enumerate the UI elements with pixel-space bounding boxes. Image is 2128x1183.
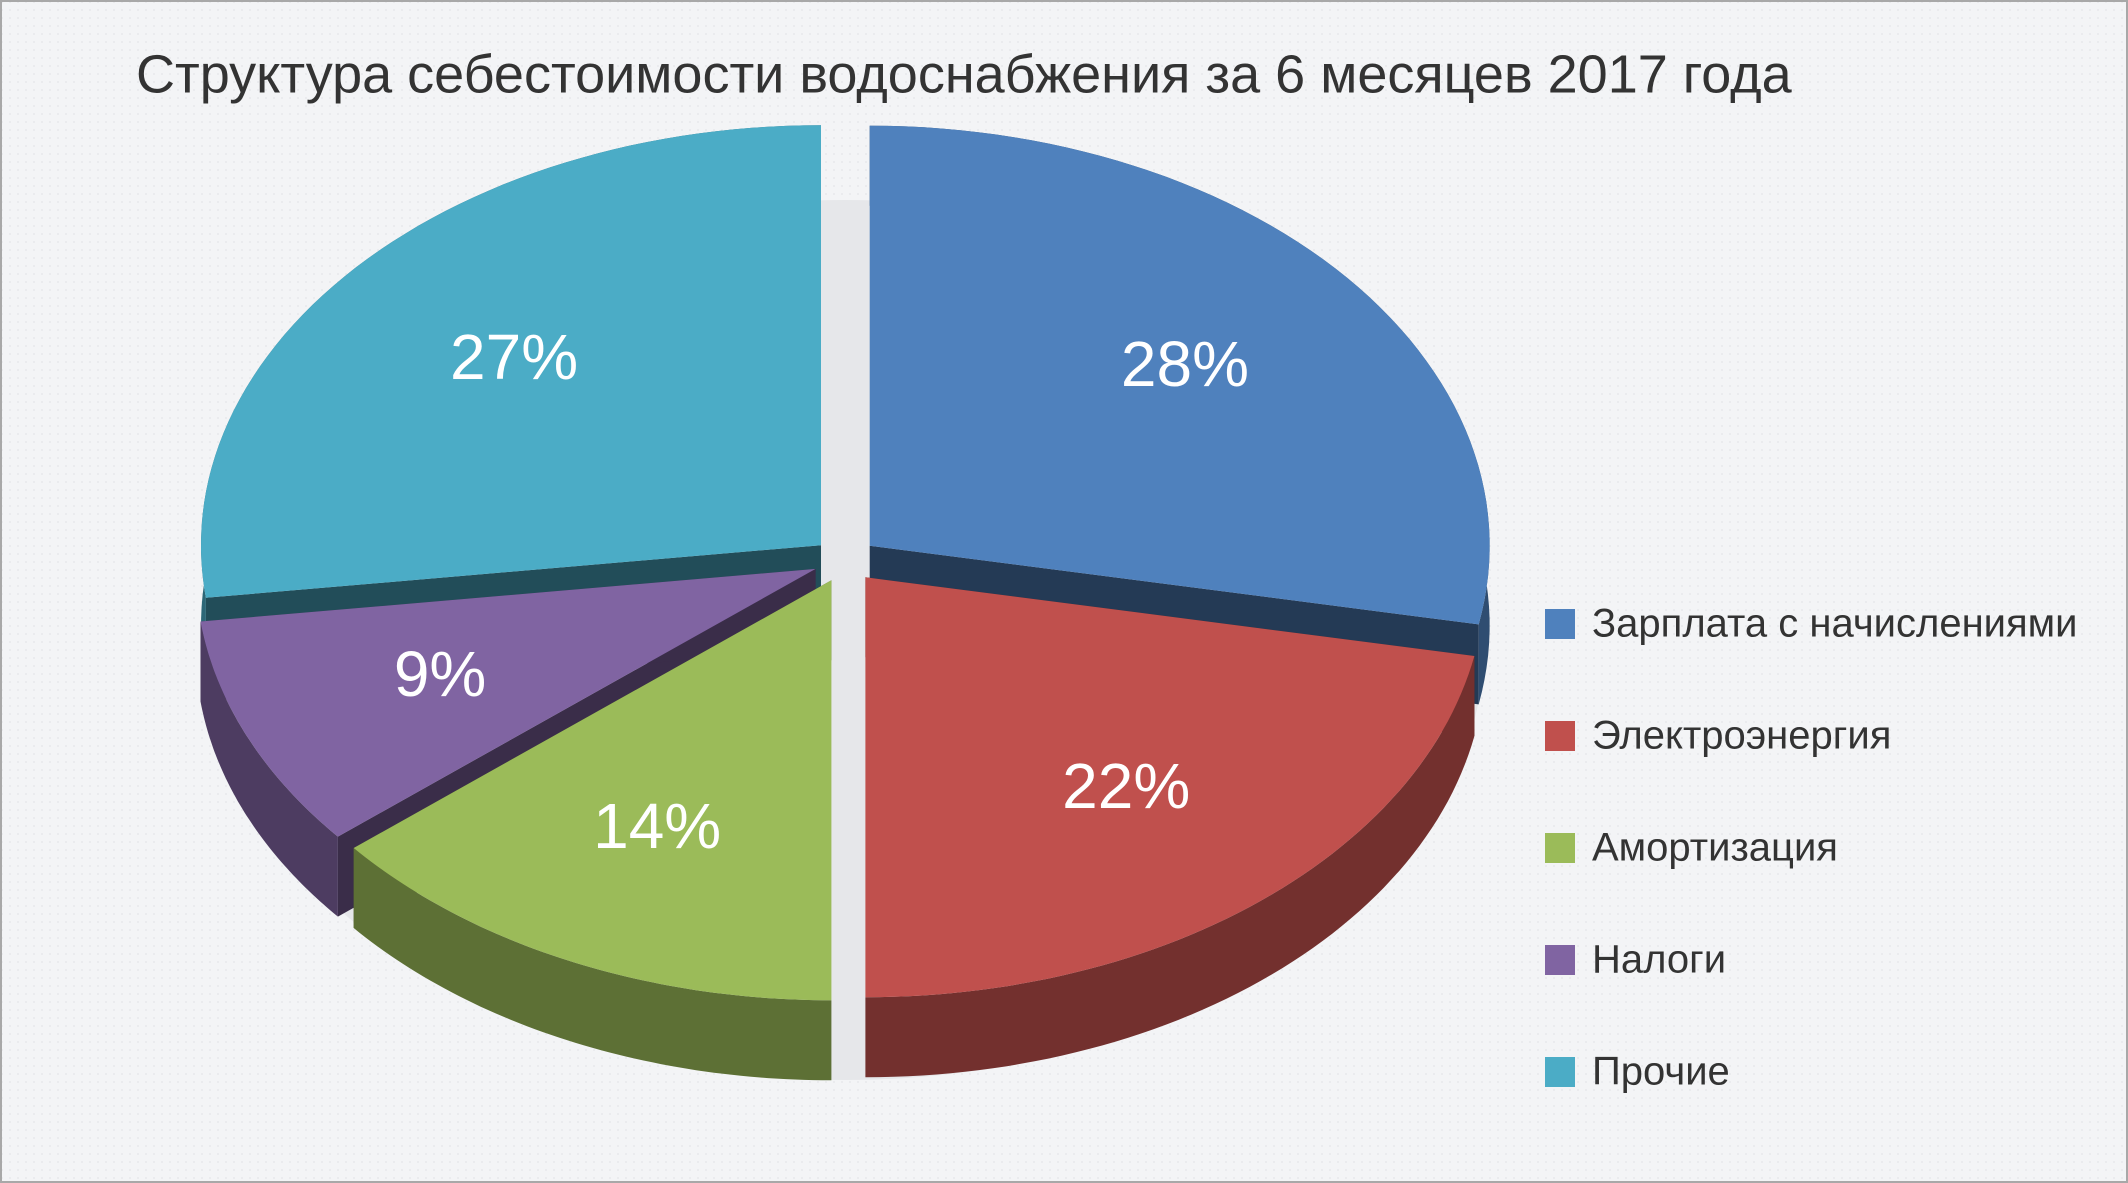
- legend-swatch: [1545, 1057, 1575, 1087]
- data-label: 9%: [394, 638, 487, 710]
- pie: 28% 22% 14% 9% 27%: [200, 125, 1490, 1081]
- legend-label: Налоги: [1592, 938, 1726, 982]
- legend-swatch: [1545, 945, 1575, 975]
- legend-label: Амортизация: [1592, 826, 1838, 870]
- slice: [869, 125, 1490, 625]
- slice: [200, 568, 816, 837]
- legend-label: Электроэнергия: [1592, 714, 1891, 758]
- data-label: 27%: [450, 321, 578, 393]
- slice: [201, 125, 821, 598]
- legend-label: Прочие: [1592, 1050, 1730, 1094]
- data-label: 28%: [1121, 328, 1249, 400]
- slice-side: [865, 656, 1475, 1078]
- legend: Зарплата с начислениями Электроэнергия Амо…: [1545, 602, 2078, 1094]
- chart-title: Структура себестоимости водоснабжения за…: [136, 44, 1793, 104]
- slice-side: [353, 848, 832, 1081]
- legend-label: Зарплата с начислениями: [1592, 602, 2078, 646]
- slice: [353, 580, 832, 1001]
- legend-swatch: [1545, 721, 1575, 751]
- slice: [865, 577, 1475, 998]
- slice-side: [200, 621, 338, 917]
- legend-swatch: [1545, 609, 1575, 639]
- data-label: 14%: [593, 790, 721, 862]
- legend-swatch: [1545, 833, 1575, 863]
- data-label: 22%: [1062, 750, 1190, 822]
